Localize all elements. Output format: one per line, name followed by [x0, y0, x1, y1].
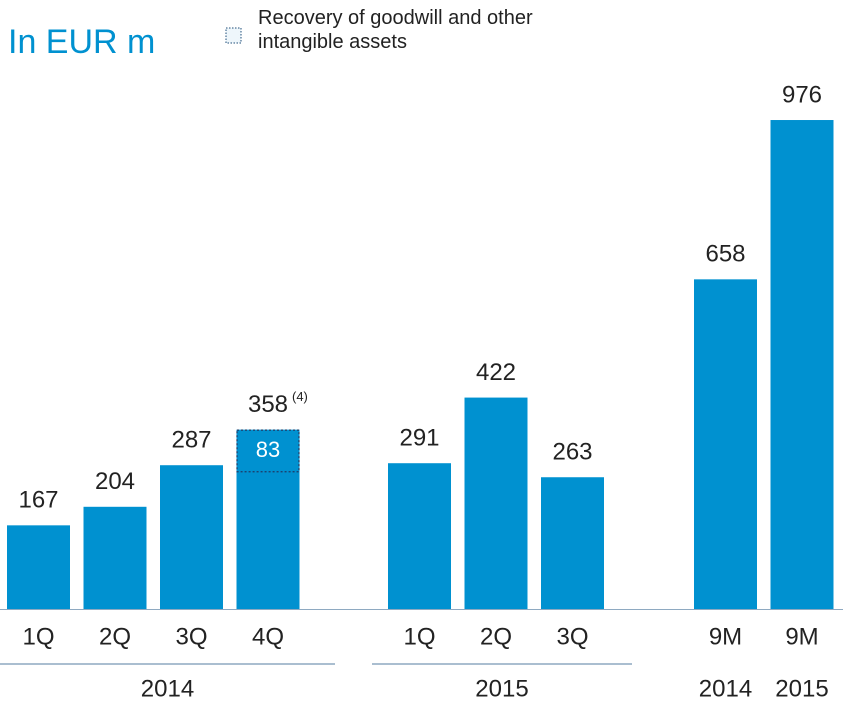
legend-swatch: [225, 27, 242, 44]
footnote: (4): [292, 389, 308, 404]
highlight-segment: [236, 429, 300, 473]
chart-title: In EUR m: [8, 23, 155, 61]
value-label: 291: [399, 425, 439, 452]
bar: [7, 525, 70, 609]
value-label: 263: [552, 439, 592, 466]
bar: [464, 397, 528, 609]
bar: [83, 506, 147, 609]
bar: [770, 120, 834, 610]
x-sublabel: 2015: [775, 675, 828, 702]
x-tick-label: 9M: [709, 623, 742, 650]
bar: [160, 465, 223, 609]
x-sublabel: 2014: [699, 675, 752, 702]
x-tick-label: 3Q: [175, 623, 207, 650]
x-tick-label: 4Q: [252, 623, 284, 650]
x-tick-label: 3Q: [556, 623, 588, 650]
value-label: 422: [476, 359, 516, 386]
highlight-label: 83: [256, 437, 280, 462]
value-label: 167: [18, 487, 58, 514]
x-tick-label: 9M: [785, 623, 818, 650]
bar: [694, 279, 757, 609]
group-label: 2015: [475, 675, 528, 702]
group-label: 2014: [141, 675, 194, 702]
value-label: 976: [782, 81, 822, 108]
x-tick-label: 1Q: [22, 623, 54, 650]
value-label: 658: [705, 241, 745, 268]
x-tick-label: 1Q: [403, 623, 435, 650]
legend-label: Recovery of goodwill and other intangibl…: [258, 7, 533, 53]
value-label: 287: [171, 427, 211, 454]
value-label: 204: [95, 468, 135, 495]
x-tick-label: 2Q: [99, 623, 131, 650]
bar: [541, 477, 604, 609]
x-tick-label: 2Q: [480, 623, 512, 650]
bar: [388, 463, 451, 609]
value-label: 358: [248, 391, 288, 418]
